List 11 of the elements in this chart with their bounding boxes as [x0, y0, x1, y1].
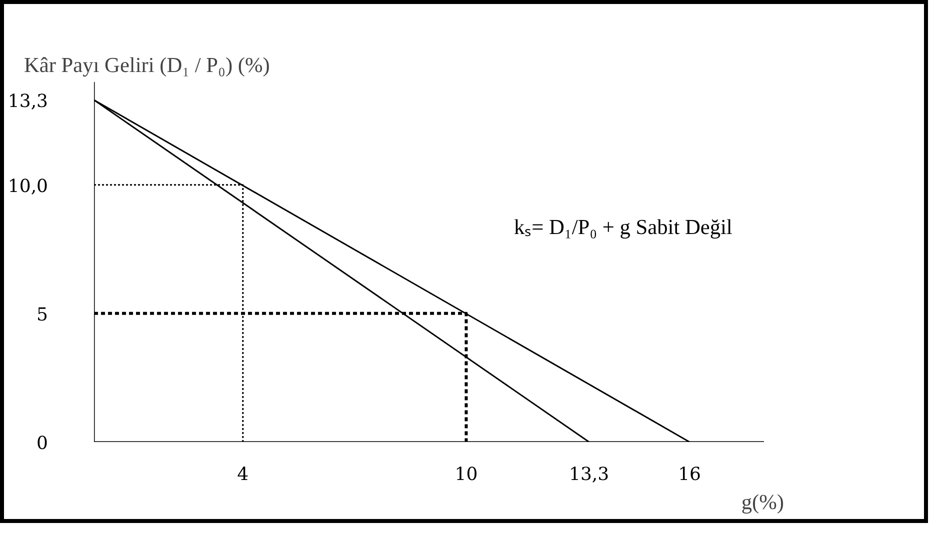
y-tick-label: 5 [36, 304, 48, 326]
y-tick-label: 10,0 [8, 176, 48, 197]
annotation: kₛ= D₁/P₀ + g Sabit Değil [514, 215, 732, 239]
x-tick-label: 16 [678, 464, 702, 485]
x-tick-label: 10 [454, 464, 478, 485]
y-tick-label: 0 [36, 433, 48, 454]
x-tick-label: 13,3 [569, 464, 610, 485]
y-tick-label: 13,3 [8, 91, 48, 112]
x-axis-title: g(%) [741, 490, 784, 514]
x-tick-label: 4 [237, 464, 249, 485]
y-axis-title: Kâr Payı Geliri (D₁ / P₀) (%) [24, 53, 270, 77]
